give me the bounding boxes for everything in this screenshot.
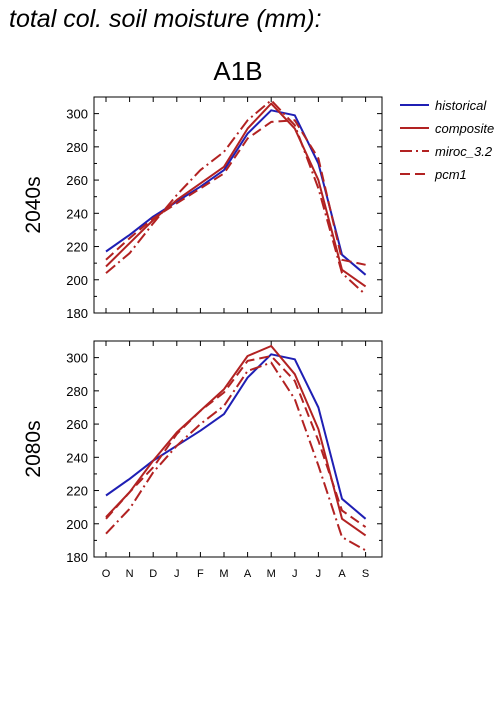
panel-2040s: 180 200 220 240 260 280 300 2040s: [22, 96, 383, 321]
x-tick-label: A: [244, 568, 252, 580]
x-tick-label: M: [219, 568, 228, 580]
y-tick-label: 300: [66, 351, 88, 366]
y-tick-label: 200: [66, 517, 88, 532]
y-tick-label: 220: [66, 240, 88, 255]
plot-frame: [93, 96, 383, 314]
x-tick-label: J: [174, 568, 180, 580]
x-tick-label: D: [149, 568, 157, 580]
x-tick-label: A: [338, 568, 346, 580]
x-tick-label: M: [267, 568, 276, 580]
series-line-historical: [105, 353, 367, 520]
legend-label: miroc_3.2: [435, 144, 493, 159]
plot-frame: [93, 340, 383, 558]
x-tick-label: N: [126, 568, 134, 580]
x-tick-label: J: [316, 568, 322, 580]
legend-label: historical: [435, 98, 487, 113]
y-tick-label: 200: [66, 273, 88, 288]
series-line-composite: [105, 345, 367, 537]
series-line-pcm1: [105, 355, 367, 528]
y-tick-label: 220: [66, 484, 88, 499]
legend: historical composite miroc_3.2 pcm1: [400, 98, 494, 182]
scenario-title: A1B: [213, 56, 262, 86]
legend-item: miroc_3.2: [400, 144, 493, 159]
legend-label: pcm1: [434, 167, 467, 182]
chart-panels: 180 200 220 240 260 280 300 2040s 180 200 220 240 26…: [22, 96, 383, 580]
series-line-pcm1: [105, 119, 366, 266]
page-title: total col. soil moisture (mm):: [9, 5, 322, 33]
panel-label: 2040s: [22, 176, 45, 233]
y-tick-label: 180: [66, 306, 88, 321]
series-line-miroc-3-2: [105, 361, 367, 552]
y-tick-label: 180: [66, 550, 88, 565]
legend-item: composite: [400, 121, 494, 136]
x-tick-label: J: [292, 568, 298, 580]
legend-item: pcm1: [400, 167, 467, 182]
x-tick-label: F: [197, 568, 204, 580]
y-tick-label: 280: [66, 384, 88, 399]
y-tick-label: 240: [66, 450, 88, 465]
y-tick-label: 300: [66, 107, 88, 122]
y-tick-label: 280: [66, 140, 88, 155]
legend-label: composite: [435, 121, 494, 136]
panel-label: 2080s: [22, 420, 45, 477]
series-line-miroc-3-2: [105, 99, 367, 296]
y-tick-label: 260: [66, 417, 88, 432]
x-tick-label: O: [102, 568, 111, 580]
x-tick-label: S: [362, 568, 369, 580]
series-line-composite: [105, 102, 367, 288]
y-tick-label: 260: [66, 173, 88, 188]
y-tick-label: 240: [66, 206, 88, 221]
panel-2080s: 180 200 220 240 260 280 300 O N D J F M A M J J A S 2080s: [22, 340, 383, 580]
legend-item: historical: [400, 98, 487, 113]
